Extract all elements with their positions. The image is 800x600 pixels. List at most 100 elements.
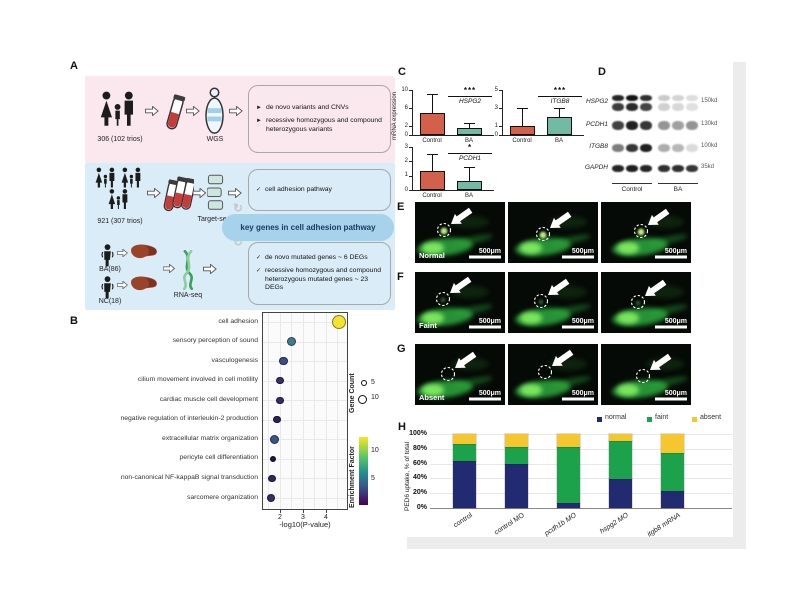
wgs-results-box: ► de novo variants and CNVs ► recessive … (248, 85, 391, 153)
rnaseq-method-label: RNA-seq (173, 292, 203, 299)
error-bar-stem (468, 123, 470, 128)
scalebar (469, 397, 501, 401)
blot-band (626, 165, 638, 172)
dotplot-gridline-v (325, 313, 327, 509)
error-bar-cap (463, 122, 475, 124)
h-gridline (430, 463, 732, 465)
blot-band (612, 103, 624, 111)
h-gridline (430, 493, 732, 495)
page-edge-right (733, 62, 746, 549)
arrow-marker (648, 208, 670, 225)
bar-category-label: Control (422, 138, 442, 144)
bar-ytick-label: 0 (404, 186, 408, 193)
blot-band (612, 95, 624, 101)
bar-category-label: BA (464, 193, 473, 199)
loop-arrow-icon: ↻ (233, 235, 244, 249)
dashed-circle-marker (630, 294, 646, 310)
scalebar-label: 500μm (479, 390, 501, 397)
bar-ytick (409, 161, 412, 163)
arrow-polygon (552, 349, 574, 366)
dotplot-xtick-label: 2 (277, 514, 282, 521)
scalebar (655, 325, 687, 329)
flow-arrow-icon (163, 264, 175, 273)
bullet-row: ✓ recessive homozygous and compound hete… (256, 267, 383, 293)
bar (456, 180, 482, 190)
blot-band (658, 121, 670, 130)
dotplot-gridline-h (263, 478, 347, 480)
wgs-sequencer-icon (205, 87, 224, 135)
panel-c-label: C (398, 66, 406, 78)
dotplot-gridline-h (263, 400, 347, 402)
dotplot-gridline-v (337, 313, 339, 509)
significance-stars: * (467, 143, 473, 152)
blot-kd-label: 130kd (701, 121, 718, 127)
arrow-polygon (648, 208, 670, 225)
blot-group-line (612, 183, 652, 184)
dotplot-point (268, 474, 276, 483)
larva-yolk-glow (617, 312, 639, 324)
go-term-label: cilium movement involved in cell motilit… (137, 376, 258, 384)
scalebar-label: 500μm (665, 248, 687, 255)
arrow-marker (645, 279, 667, 296)
scalebar (562, 397, 594, 401)
bar-ytick-label: 3 (494, 104, 498, 111)
dotplot-gridline-h (263, 361, 347, 363)
scalebar (655, 397, 687, 401)
arrow-polygon (455, 351, 477, 368)
blot-band (640, 144, 652, 152)
bullet-text: cell adhesion pathway (265, 185, 332, 193)
h-bar-segment (556, 502, 580, 508)
bullet-row: ► de novo variants and CNVs (256, 104, 383, 113)
micrograph-image: 500μm Absent (415, 344, 505, 405)
cohort-targetseq-label: 921 (307 trios) (97, 218, 143, 225)
flow-arrow-icon (203, 264, 217, 274)
bullet-marker: ✓ (256, 186, 262, 193)
micrograph-image: 500μm Normal (415, 202, 505, 263)
liver-icon (131, 244, 157, 259)
bullet-marker: ✓ (256, 267, 262, 274)
micro-row-letter: G (397, 343, 406, 355)
arrow-polygon (548, 278, 570, 295)
bar-category-label: Control (422, 193, 442, 199)
arrow-marker (455, 351, 477, 368)
larva-yolk-glow (422, 312, 444, 324)
dotplot-point (273, 416, 281, 424)
h-ytick-label: 40% (412, 474, 427, 482)
flow-arrow-icon (229, 106, 243, 116)
blot-gene-label: HSPG2 (585, 97, 608, 105)
go-term-label: cardiac muscle cell development (159, 395, 258, 403)
blot-band (686, 144, 698, 152)
bar-category-label: Control (512, 138, 532, 144)
arrow-marker (548, 278, 570, 295)
bar-ytick (409, 108, 412, 109)
blot-band (626, 121, 638, 130)
h-ytick-label: 60% (412, 459, 427, 467)
go-term-label: extracellular matrix organization (162, 434, 258, 442)
rnaseq-results-box: ✓ de novo mutated genes ~ 6 DEGs ✓ reces… (248, 242, 391, 305)
bar-ytick (409, 175, 412, 177)
dotplot-gridline-h (263, 380, 347, 382)
dotplot-gridline-v (279, 313, 281, 509)
flow-arrow-icon (193, 188, 206, 198)
blood-tube-icon (164, 93, 187, 131)
flow-arrow-icon (147, 188, 161, 198)
blot-band (658, 144, 670, 152)
larva-yolk-glow (422, 384, 444, 396)
h-bar-segment (660, 434, 684, 453)
bullet-row: ✓ cell adhesion pathway (256, 186, 383, 195)
micrograph-image: 500μm (508, 272, 598, 333)
micrograph-svg: 500μm (612, 279, 688, 329)
micrograph-svg: 500μm Faint (417, 276, 501, 330)
dotplot-gridline-v (314, 313, 316, 509)
micrograph-svg: 500μm (515, 278, 594, 329)
gallbladder-signal-faint (635, 300, 641, 306)
dashed-circle-marker (633, 223, 649, 239)
bar-yaxis (502, 90, 503, 135)
h-bar-segment (660, 452, 684, 491)
error-bar-cap (463, 167, 475, 169)
h-bar-segment (556, 434, 580, 447)
dashed-circle-marker (635, 368, 651, 384)
h-bar-segment (452, 434, 476, 444)
dotplot-point (276, 396, 284, 404)
